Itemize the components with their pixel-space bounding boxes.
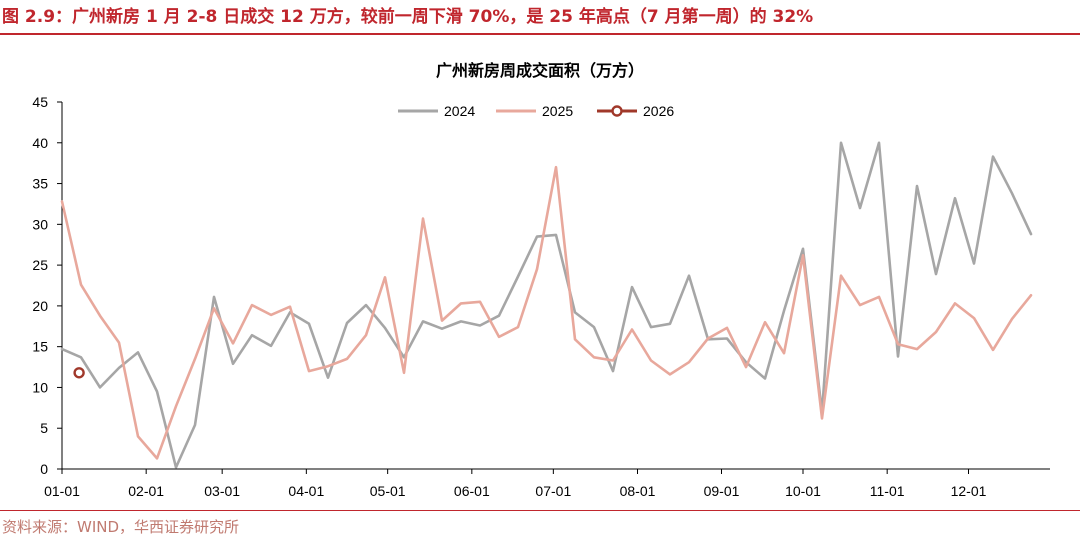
- y-tick-label: 15: [32, 339, 48, 355]
- y-tick-label: 5: [40, 420, 48, 436]
- x-tick-label: 02-01: [128, 483, 164, 499]
- x-tick-label: 06-01: [454, 483, 490, 499]
- series-point-2026: [73, 367, 85, 379]
- x-tick-label: 05-01: [370, 483, 406, 499]
- y-tick-label: 40: [32, 135, 48, 151]
- chart-title: 广州新房周成交面积（万方）: [436, 61, 644, 80]
- y-tick-label: 35: [32, 176, 48, 192]
- y-tick-label: 10: [32, 379, 48, 395]
- plot-area: [60, 141, 1033, 469]
- top-rule: [0, 33, 1080, 35]
- x-tick-label: 09-01: [704, 483, 740, 499]
- x-tick-label: 07-01: [535, 483, 571, 499]
- legend-label-2024: 2024: [444, 103, 475, 119]
- x-tick-label: 01-01: [44, 483, 80, 499]
- x-tick-label: 12-01: [951, 483, 987, 499]
- y-tick-label: 45: [32, 94, 48, 110]
- x-tick-label: 08-01: [620, 483, 656, 499]
- legend-label-2026: 2026: [643, 103, 674, 119]
- bottom-rule: [0, 510, 1080, 511]
- y-tick-label: 30: [32, 216, 48, 232]
- series-line-2025: [60, 165, 1033, 460]
- x-tick-label: 03-01: [204, 483, 240, 499]
- legend-marker-2026: [611, 105, 623, 117]
- y-tick-label: 25: [32, 257, 48, 273]
- y-tick-label: 0: [40, 461, 48, 477]
- x-tick-label: 04-01: [288, 483, 324, 499]
- x-tick-label: 10-01: [785, 483, 821, 499]
- legend: 2024 2025 2026: [398, 103, 674, 119]
- figure-title: 图 2.9：广州新房 1 月 2-8 日成交 12 万方，较前一周下滑 70%，…: [2, 7, 814, 27]
- legend-label-2025: 2025: [542, 103, 573, 119]
- source-note: 资料来源：WIND，华西证券研究所: [2, 518, 240, 536]
- x-tick-label: 11-01: [870, 483, 905, 499]
- y-tick-label: 20: [32, 298, 48, 314]
- series-line-2024: [60, 141, 1033, 469]
